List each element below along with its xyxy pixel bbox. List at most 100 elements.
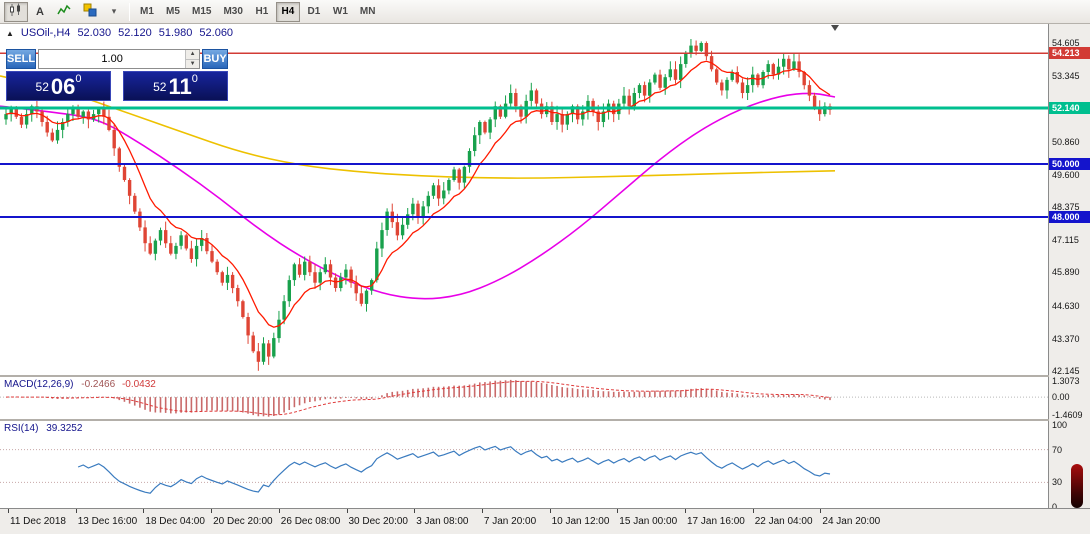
price-badge: 52.140 [1049, 101, 1090, 114]
rsi-axis-label: 100 [1052, 420, 1068, 430]
colors-dropdown-button[interactable]: ▾ [104, 2, 124, 22]
panel-splitter[interactable] [0, 375, 1090, 377]
macd-axis-label: 0.00 [1052, 392, 1070, 403]
time-axis-label: 11 Dec 2018 [10, 516, 66, 527]
price-chart-canvas[interactable] [0, 24, 1048, 380]
macd-name: MACD(12,26,9) [4, 379, 74, 390]
price-axis-label: 42.145 [1052, 366, 1080, 377]
time-tick [143, 509, 145, 513]
time-tick [820, 509, 822, 513]
time-axis-label: 15 Jan 00:00 [619, 516, 678, 527]
price-axis[interactable]: 54.605 53.345 50.860 49.600 48.375 47.115 45.8… [1049, 24, 1090, 512]
price-axis-label: 50.860 [1052, 136, 1080, 147]
rsi-name: RSI(14) [4, 423, 39, 434]
quote-open: 52.030 [77, 27, 112, 39]
ask-pip-digit: 0 [191, 73, 198, 85]
price-axis-label: 44.630 [1052, 300, 1080, 311]
macd-panel[interactable]: MACD(12,26,9) -0.2466 -0.0432 [0, 377, 1049, 419]
quote-low: 51.980 [158, 27, 193, 39]
spinner-down-icon[interactable]: ▼ [186, 59, 200, 68]
macd-canvas[interactable] [0, 377, 1048, 424]
price-axis-label: 49.600 [1052, 169, 1080, 180]
time-axis-label: 30 Dec 20:00 [348, 516, 409, 527]
time-tick [75, 509, 77, 513]
ask-prefix: 52 [153, 80, 167, 94]
time-axis-label: 3 Jan 08:00 [416, 516, 469, 527]
time-tick [617, 509, 619, 513]
scroll-indicator[interactable] [1071, 464, 1083, 508]
volume-input[interactable] [39, 50, 186, 68]
time-axis-label: 22 Jan 04:00 [754, 516, 813, 527]
quote-high: 52.120 [118, 27, 152, 39]
chevron-down-icon: ▾ [111, 6, 117, 16]
price-badge: 54.213 [1049, 47, 1090, 60]
time-axis-label: 10 Jan 12:00 [551, 516, 610, 527]
price-chart-panel[interactable]: ▲ USOil-,H4 52.030 52.120 51.980 52.060 … [0, 24, 1049, 375]
buy-button[interactable]: BUY [202, 49, 228, 69]
toolbar-separator [129, 2, 130, 21]
one-click-trade-panel: SELL ▲ ▼ BUY 52 06 0 [6, 49, 228, 101]
quote-close: 52.060 [199, 27, 234, 39]
price-axis-label: 48.375 [1052, 202, 1080, 212]
time-axis[interactable]: 11 Dec 2018 13 Dec 16:00 18 Dec 04:00 20 De… [0, 508, 1090, 534]
time-tick [414, 509, 416, 513]
chart-type-button[interactable] [4, 1, 28, 22]
tab-timeframe-m5[interactable]: M5 [166, 6, 180, 17]
time-axis-label: 20 Dec 20:00 [213, 516, 273, 527]
macd-axis-label: -1.4609 [1052, 410, 1083, 421]
panel-splitter[interactable] [0, 419, 1090, 421]
time-axis-label: 7 Jan 20:00 [483, 516, 537, 527]
tab-timeframe-h1[interactable]: H1 [255, 6, 269, 17]
price-axis-label: 45.890 [1052, 267, 1080, 278]
candlestick-chart-icon [9, 3, 23, 20]
quote-header: ▲ USOil-,H4 52.030 52.120 51.980 52.060 [6, 27, 233, 39]
rsi-panel[interactable]: RSI(14) 39.3252 [0, 421, 1049, 508]
time-tick [278, 509, 280, 513]
tab-timeframe-m1[interactable]: M1 [140, 6, 154, 17]
rsi-value: 39.3252 [46, 423, 83, 434]
tab-timeframe-m30[interactable]: M30 [223, 6, 243, 17]
annotate-a-button[interactable]: A [30, 2, 50, 22]
chart-shift-marker-icon[interactable] [831, 25, 839, 31]
macd-signal-value: -0.0432 [121, 379, 156, 390]
spinner-up-icon[interactable]: ▲ [186, 50, 200, 60]
time-tick [752, 509, 754, 513]
ask-price-box[interactable]: 52 11 0 [123, 71, 228, 101]
rsi-label: RSI(14) 39.3252 [4, 423, 82, 434]
tab-timeframe-m15[interactable]: M15 [192, 6, 212, 17]
bid-pip-digit: 0 [75, 73, 82, 85]
one-click-toggle-icon[interactable]: ▲ [6, 28, 14, 38]
chart-region: ▲ USOil-,H4 52.030 52.120 51.980 52.060 … [0, 24, 1090, 534]
price-axis-label: 47.115 [1052, 235, 1079, 246]
time-tick [685, 509, 686, 513]
colors-button[interactable] [78, 2, 102, 22]
indicators-button[interactable] [52, 2, 76, 22]
tab-timeframe-h4[interactable]: H4 [275, 1, 300, 22]
tab-timeframe-d1[interactable]: D1 [307, 6, 321, 17]
bid-price-box[interactable]: 52 06 0 [6, 71, 111, 101]
tab-timeframe-w1[interactable]: W1 [332, 6, 348, 17]
price-axis-label: 54.605 [1052, 37, 1080, 48]
rsi-canvas[interactable] [0, 421, 1048, 513]
time-axis-label: 18 Dec 04:00 [145, 516, 205, 527]
time-tick [549, 509, 551, 513]
bid-prefix: 52 [35, 80, 49, 94]
tab-timeframe-mn[interactable]: MN [359, 6, 376, 17]
time-tick [481, 509, 483, 513]
price-axis-label: 53.345 [1052, 71, 1080, 82]
sell-button[interactable]: SELL [6, 49, 37, 69]
price-badge: 48.000 [1049, 210, 1090, 223]
time-axis-label: 17 Jan 16:00 [687, 516, 745, 527]
timeframe-group: M1 M5 M15 M30 H1 H4 D1 W1 MN [134, 1, 381, 22]
annotate-a-label: A [36, 5, 44, 18]
price-axis-label: 43.370 [1052, 333, 1080, 344]
time-tick [346, 509, 348, 513]
time-axis-label: 13 Dec 16:00 [77, 516, 138, 527]
top-toolbar: A ▾ M1 M5 M15 M30 H1 H4 D1 W1 MN [0, 0, 1090, 24]
palette-icon [83, 3, 97, 20]
time-axis-label: 26 Dec 08:00 [280, 516, 341, 527]
rsi-axis-label: 30 [1052, 477, 1063, 488]
time-tick [8, 509, 9, 513]
macd-axis-label: 1.3073 [1052, 375, 1080, 386]
